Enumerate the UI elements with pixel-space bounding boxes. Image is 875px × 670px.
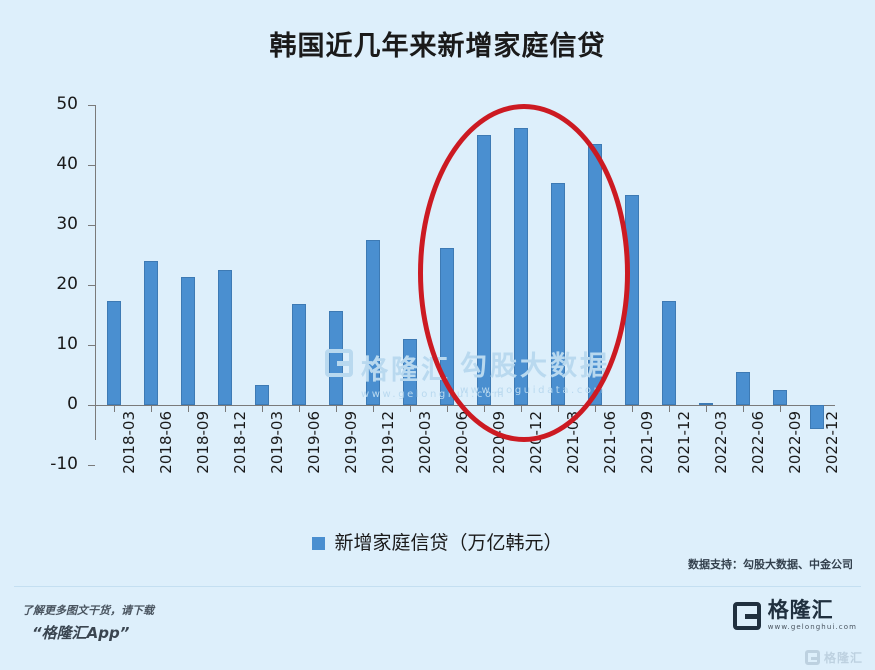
x-axis-label: 2018-03 — [120, 411, 138, 474]
page-title: 韩国近几年来新增家庭信贷 — [269, 31, 606, 62]
y-axis-tick — [88, 465, 95, 466]
bar — [477, 135, 491, 405]
x-axis-tick — [151, 405, 152, 412]
x-axis-label: 2020-03 — [416, 411, 434, 474]
x-axis-tick — [780, 405, 781, 412]
x-axis-label: 2018-09 — [194, 411, 212, 474]
bar — [366, 240, 380, 405]
brand-name: 格隆汇 — [767, 598, 834, 622]
x-axis-label: 2021-12 — [675, 411, 693, 474]
divider — [14, 586, 861, 587]
source-note: 数据支持：勾股大数据、中金公司 — [688, 558, 853, 571]
x-axis-label: 2022-06 — [749, 411, 767, 474]
y-axis-label: 10 — [56, 334, 78, 354]
y-axis-label: 50 — [56, 94, 78, 114]
watermark-gelonghui-icon — [325, 349, 353, 377]
x-axis-tick — [299, 405, 300, 412]
bar — [107, 301, 121, 405]
bar — [218, 270, 232, 405]
x-axis-label: 2020-09 — [490, 411, 508, 474]
y-axis-label: 40 — [56, 154, 78, 174]
x-axis-label: 2022-03 — [712, 411, 730, 474]
bar — [181, 277, 195, 405]
x-axis-label: 2022-12 — [823, 411, 841, 474]
x-axis-tick — [336, 405, 337, 412]
bar — [662, 301, 676, 405]
x-axis-tick — [521, 405, 522, 412]
legend-label: 新增家庭信贷（万亿韩元） — [334, 532, 563, 554]
x-axis-tick — [225, 405, 226, 412]
x-axis-tick — [595, 405, 596, 412]
x-axis-tick — [447, 405, 448, 412]
y-axis-tick — [88, 285, 95, 286]
corner-logo-icon — [804, 650, 820, 665]
x-axis-label: 2020-06 — [453, 411, 471, 474]
x-axis-label: 2021-09 — [638, 411, 656, 474]
y-axis-label: -10 — [50, 454, 78, 474]
corner-watermark: 格隆汇 — [804, 649, 863, 666]
bar — [551, 183, 565, 405]
bar — [292, 304, 306, 405]
x-axis-label: 2019-06 — [305, 411, 323, 474]
x-axis-label: 2018-12 — [231, 411, 249, 474]
y-axis-tick — [88, 105, 95, 106]
bar — [773, 390, 787, 405]
x-axis-tick — [410, 405, 411, 412]
x-axis-tick — [632, 405, 633, 412]
x-axis-tick — [262, 405, 263, 412]
x-axis-label: 2019-09 — [342, 411, 360, 474]
y-axis-tick — [88, 345, 95, 346]
y-axis-label: 20 — [56, 274, 78, 294]
bar — [699, 403, 713, 406]
x-axis-tick — [484, 405, 485, 412]
gelonghui-logo-icon — [732, 601, 761, 630]
footer-promo-line2: “格隆汇App” — [32, 624, 130, 642]
y-axis-line — [95, 105, 96, 440]
x-axis-tick — [373, 405, 374, 412]
footer-bar — [0, 592, 875, 670]
x-axis-tick — [114, 405, 115, 412]
bar — [588, 144, 602, 405]
footer-promo-line1: 了解更多图文干货，请下载 — [22, 604, 154, 617]
x-axis-label: 2022-09 — [786, 411, 804, 474]
x-axis-tick — [188, 405, 189, 412]
bar — [736, 372, 750, 405]
y-axis-tick — [88, 225, 95, 226]
chart-legend: 新增家庭信贷（万亿韩元） — [0, 528, 875, 555]
y-axis-label: 30 — [56, 214, 78, 234]
x-axis-tick — [743, 405, 744, 412]
x-axis-label: 2019-12 — [379, 411, 397, 474]
chart-card — [0, 0, 875, 592]
bar — [625, 195, 639, 405]
brand-text: 格隆汇 www.gelonghui.com — [768, 600, 857, 631]
bar — [329, 310, 343, 405]
y-axis-tick — [88, 165, 95, 166]
bar — [810, 405, 824, 429]
bar — [403, 339, 417, 405]
bar — [514, 127, 528, 405]
legend-swatch — [312, 537, 326, 550]
brand-url: www.gelonghui.com — [767, 623, 857, 631]
x-axis-label: 2019-03 — [268, 411, 286, 474]
x-axis-tick — [706, 405, 707, 412]
x-axis-tick — [669, 405, 670, 412]
y-axis-tick — [88, 405, 95, 406]
x-axis-label: 2021-03 — [564, 411, 582, 474]
x-axis-label: 2021-06 — [601, 411, 619, 474]
bar — [255, 385, 269, 405]
x-axis-label: 2020-12 — [527, 411, 545, 474]
bar — [144, 261, 158, 405]
x-axis-tick — [558, 405, 559, 412]
bar — [440, 247, 454, 405]
brand-logo: 格隆汇 www.gelonghui.com — [732, 600, 857, 631]
corner-brand-name: 格隆汇 — [823, 651, 863, 665]
y-axis-label: 0 — [67, 394, 78, 414]
x-axis-line — [95, 405, 835, 406]
x-axis-label: 2018-06 — [157, 411, 175, 474]
